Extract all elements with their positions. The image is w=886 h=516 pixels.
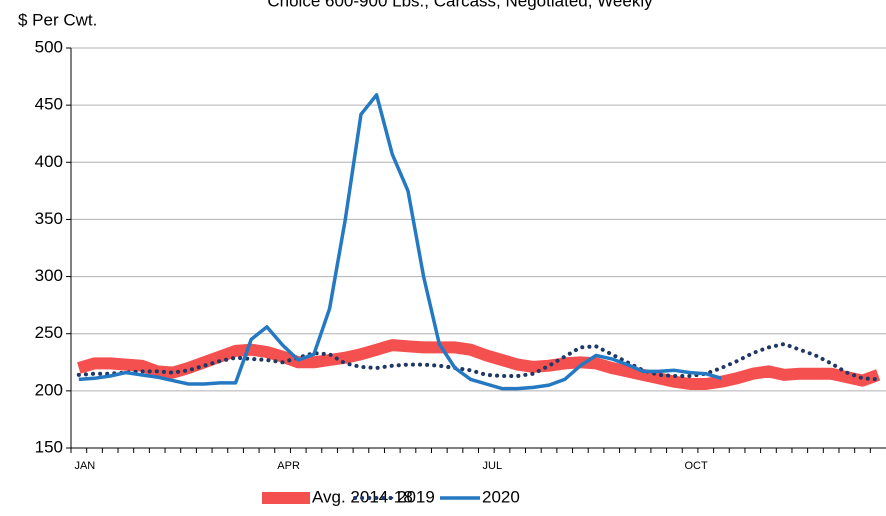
legend-label: 2019	[397, 487, 435, 506]
y-tick-label: 300	[35, 266, 63, 285]
y-tick-label: 200	[35, 380, 63, 399]
series-line	[78, 93, 722, 391]
y-tick-label: 450	[35, 95, 63, 114]
series-line	[76, 342, 881, 382]
legend-label: 2020	[482, 487, 520, 506]
y-tick-label: 400	[35, 152, 63, 171]
x-tick-label: OCT	[684, 460, 708, 472]
chart-title: Choice 600-900 Lbs., Carcass, Negotiated…	[267, 0, 653, 10]
x-tick-label: JAN	[74, 460, 95, 472]
y-tick-label: 250	[35, 323, 63, 342]
y-tick-label: 350	[35, 209, 63, 228]
y-tick-label: 150	[35, 437, 63, 456]
x-tick-label: APR	[277, 460, 300, 472]
y-tick-label: 500	[35, 37, 63, 56]
x-tick-label: JUL	[483, 460, 503, 472]
series-line	[77, 339, 881, 390]
y-axis-label: $ Per Cwt.	[18, 10, 97, 29]
